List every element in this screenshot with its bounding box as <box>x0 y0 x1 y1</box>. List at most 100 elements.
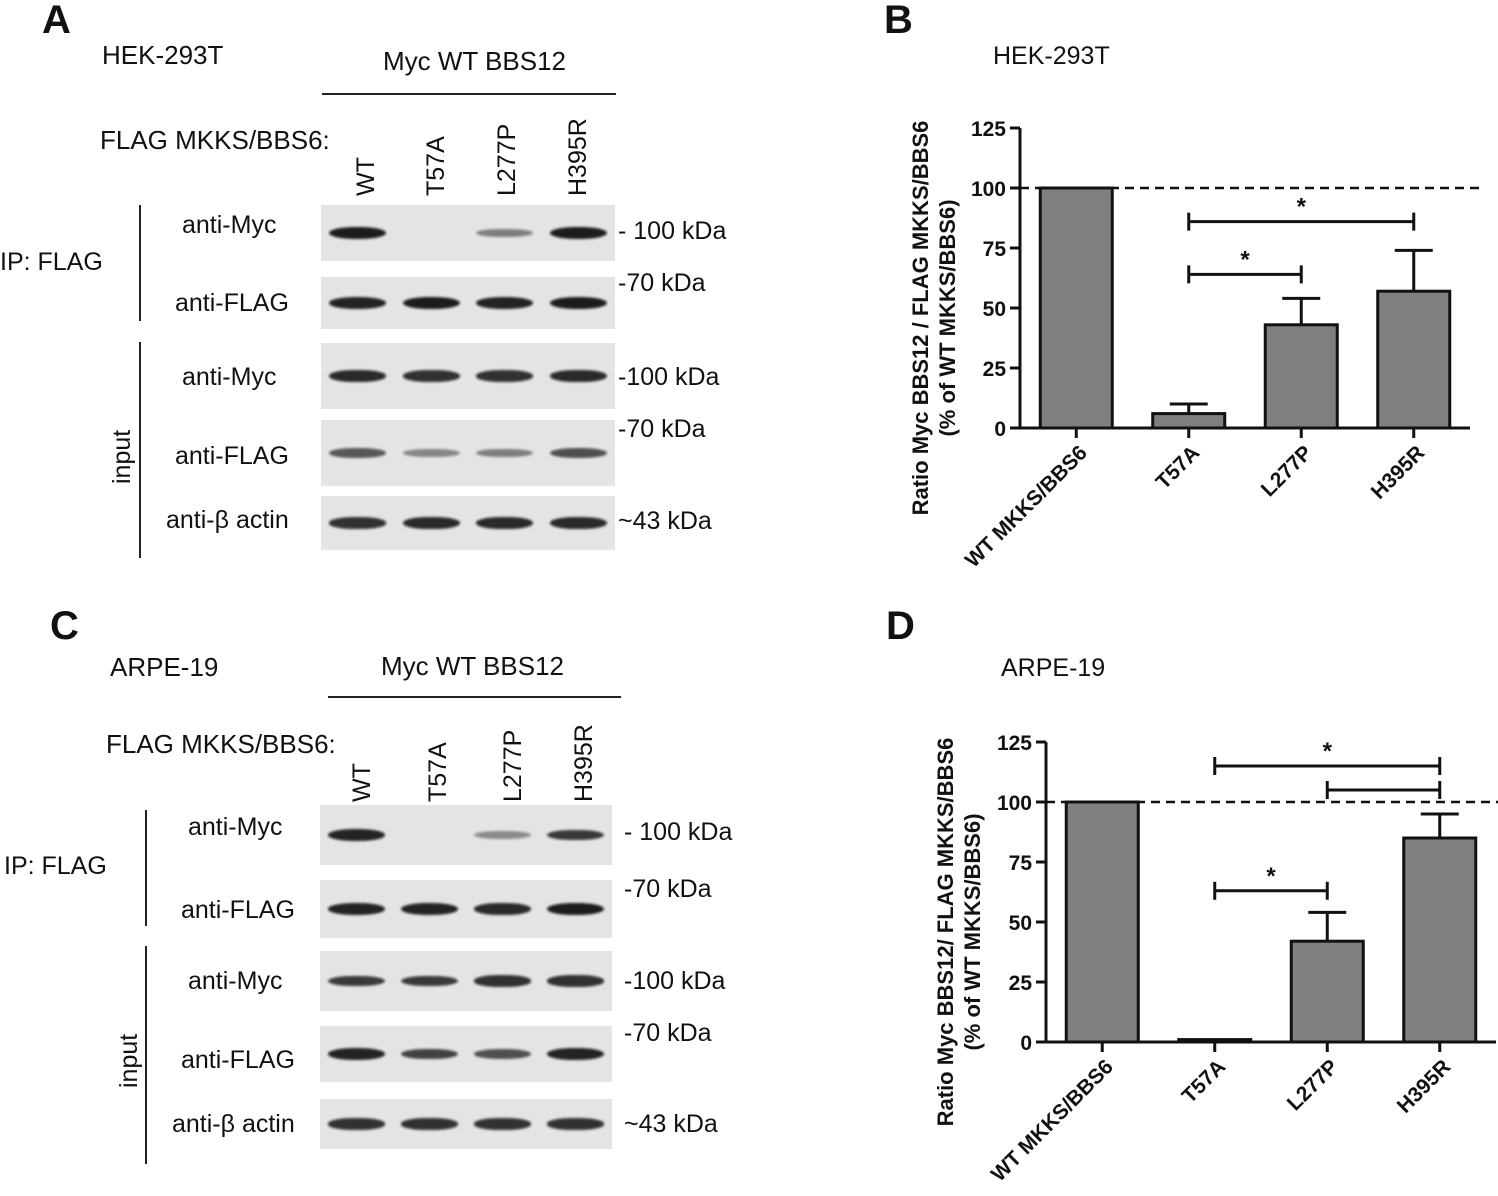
ip-bracket-c <box>145 810 147 926</box>
significance-label: * <box>1297 194 1307 221</box>
blot-band <box>474 975 531 987</box>
blot-band <box>402 517 460 529</box>
row-label-c-1: anti-FLAG <box>181 896 295 924</box>
x-tick-label: L277P <box>1283 1055 1343 1115</box>
blot-band <box>402 370 460 382</box>
blot-strip-a-4 <box>321 496 615 550</box>
blot-strip-c-2 <box>320 951 612 1011</box>
blot-band <box>474 903 531 915</box>
blot-band <box>328 903 385 915</box>
blot-band <box>401 975 458 987</box>
myc-header-underline-c <box>328 696 621 698</box>
blot-band <box>329 517 387 529</box>
row-label-c-3: anti-FLAG <box>181 1046 295 1074</box>
y-tick-label: 0 <box>994 418 1006 441</box>
row-label-c-2: anti-Myc <box>188 967 283 995</box>
blot-strip-c-3 <box>320 1026 612 1082</box>
x-tick-label: WT MKKS/BBS6 <box>987 1055 1118 1186</box>
blot-band <box>329 227 387 239</box>
chart-subtitle: HEK-293T <box>993 42 1110 70</box>
myc-header-a: Myc WT BBS12 <box>383 46 567 76</box>
significance-label: * <box>1323 738 1333 765</box>
blot-band <box>476 297 534 309</box>
flag-header-c: FLAG MKKS/BBS6: <box>106 729 336 759</box>
blot-band <box>402 297 460 309</box>
significance-label: * <box>1266 863 1276 890</box>
y-axis-label: (% of WT MKKS/BBS6) <box>960 813 985 1050</box>
blot-band <box>401 1048 458 1060</box>
marker-c-2: -100 kDa <box>624 967 726 995</box>
x-tick-label: H395R <box>1393 1055 1455 1117</box>
bar <box>1038 186 1114 430</box>
blot-strip-a-0 <box>321 205 615 261</box>
x-tick-label: H395R <box>1367 441 1429 503</box>
blot-band <box>547 829 604 841</box>
marker-c-0: - 100 kDa <box>624 818 733 846</box>
marker-a-2: -100 kDa <box>618 363 720 391</box>
y-tick-label: 125 <box>971 118 1006 141</box>
y-tick-label: 25 <box>1009 972 1033 995</box>
row-label-a-3: anti-FLAG <box>175 442 289 470</box>
input-bracket-c <box>145 946 147 1164</box>
bar-chart-b: HEK-293T 0 25 50 75 100 125 WT MKKS/BBS6 T57A L27… <box>908 42 1484 572</box>
blot-band <box>401 903 458 915</box>
blot-strip-c-4 <box>320 1099 612 1149</box>
bar <box>1177 1038 1253 1044</box>
y-tick-label: 50 <box>983 298 1006 321</box>
bar <box>1289 939 1365 1044</box>
marker-a-4: ~43 kDa <box>618 507 712 535</box>
input-bracket-a <box>139 342 141 558</box>
row-label-a-2: anti-Myc <box>182 363 277 391</box>
ip-label-a: IP: FLAG <box>0 248 103 276</box>
y-axis-label: Ratio Myc BBS12 / FLAG MKKS/BBS6 <box>908 121 933 516</box>
x-tick-label: L277P <box>1257 441 1317 501</box>
blot-band <box>547 975 604 987</box>
blot-band <box>547 903 604 915</box>
blot-band <box>474 1118 531 1130</box>
bar <box>1376 289 1452 430</box>
significance-label: * <box>1240 246 1250 273</box>
blot-band <box>329 370 387 382</box>
panel-letter-d: D <box>886 604 915 648</box>
x-tick-label: T57A <box>1152 441 1205 494</box>
blot-band <box>328 829 385 841</box>
y-tick-label: 75 <box>1009 852 1033 875</box>
blot-band <box>329 297 387 309</box>
blot-band <box>476 517 534 529</box>
row-label-c-0: anti-Myc <box>188 813 283 841</box>
blot-band <box>402 449 460 457</box>
blot-band <box>549 370 607 382</box>
panel-letter-a: A <box>42 0 71 42</box>
blot-band <box>547 1118 604 1130</box>
bar <box>1151 412 1227 430</box>
blot-strip-a-1 <box>321 277 615 329</box>
bar <box>1263 323 1339 430</box>
blot-band <box>549 297 607 309</box>
blot-band <box>328 975 385 987</box>
panel-letter-b: B <box>884 0 913 42</box>
marker-c-1: -70 kDa <box>624 875 712 903</box>
blot-band <box>329 448 387 458</box>
bar <box>1402 836 1478 1044</box>
ip-bracket-a <box>139 205 141 321</box>
row-label-a-0: anti-Myc <box>182 211 277 239</box>
blot-band <box>476 448 534 458</box>
flag-header-a: FLAG MKKS/BBS6: <box>100 125 330 155</box>
x-tick-label: T57A <box>1178 1055 1231 1108</box>
y-tick-label: 100 <box>997 792 1032 815</box>
cell-line-label-a: HEK-293T <box>102 40 224 70</box>
myc-header-c: Myc WT BBS12 <box>381 651 565 681</box>
row-label-c-4: anti-β actin <box>172 1110 295 1138</box>
blot-strip-c-0 <box>320 805 612 865</box>
y-tick-label: 125 <box>997 732 1032 755</box>
y-tick-label: 75 <box>983 238 1007 261</box>
blot-band <box>549 517 607 529</box>
y-tick-label: 100 <box>971 178 1006 201</box>
blot-band <box>549 448 607 458</box>
blot-band <box>328 1048 385 1060</box>
ip-label-c: IP: FLAG <box>4 852 107 880</box>
y-tick-label: 25 <box>983 358 1007 381</box>
y-axis-label: Ratio Myc BBS12/ FLAG MKKS/BBS6 <box>933 738 958 1127</box>
y-axis-label: (% of WT MKKS/BBS6) <box>935 199 960 436</box>
blot-strip-c-1 <box>320 880 612 938</box>
